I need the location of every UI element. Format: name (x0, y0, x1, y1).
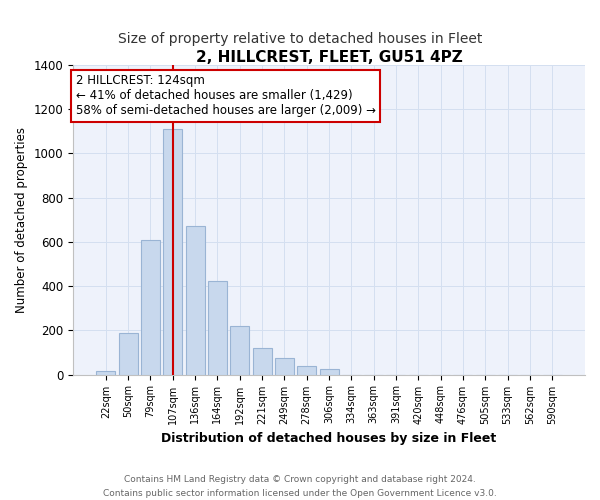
Text: 2 HILLCREST: 124sqm
← 41% of detached houses are smaller (1,429)
58% of semi-det: 2 HILLCREST: 124sqm ← 41% of detached ho… (76, 74, 376, 118)
Y-axis label: Number of detached properties: Number of detached properties (15, 127, 28, 313)
Title: 2, HILLCREST, FLEET, GU51 4PZ: 2, HILLCREST, FLEET, GU51 4PZ (196, 50, 463, 65)
Bar (275, 358, 294, 374)
Bar (208, 280, 227, 374)
Bar (141, 240, 160, 374)
Bar (320, 369, 338, 374)
Bar (253, 348, 272, 374)
Text: Size of property relative to detached houses in Fleet: Size of property relative to detached ho… (118, 32, 482, 46)
Bar (119, 332, 137, 374)
X-axis label: Distribution of detached houses by size in Fleet: Distribution of detached houses by size … (161, 432, 497, 445)
Bar (230, 326, 249, 374)
Bar (185, 226, 205, 374)
Bar (297, 366, 316, 374)
Text: Contains HM Land Registry data © Crown copyright and database right 2024.
Contai: Contains HM Land Registry data © Crown c… (103, 476, 497, 498)
Bar (96, 372, 115, 374)
Bar (163, 129, 182, 374)
